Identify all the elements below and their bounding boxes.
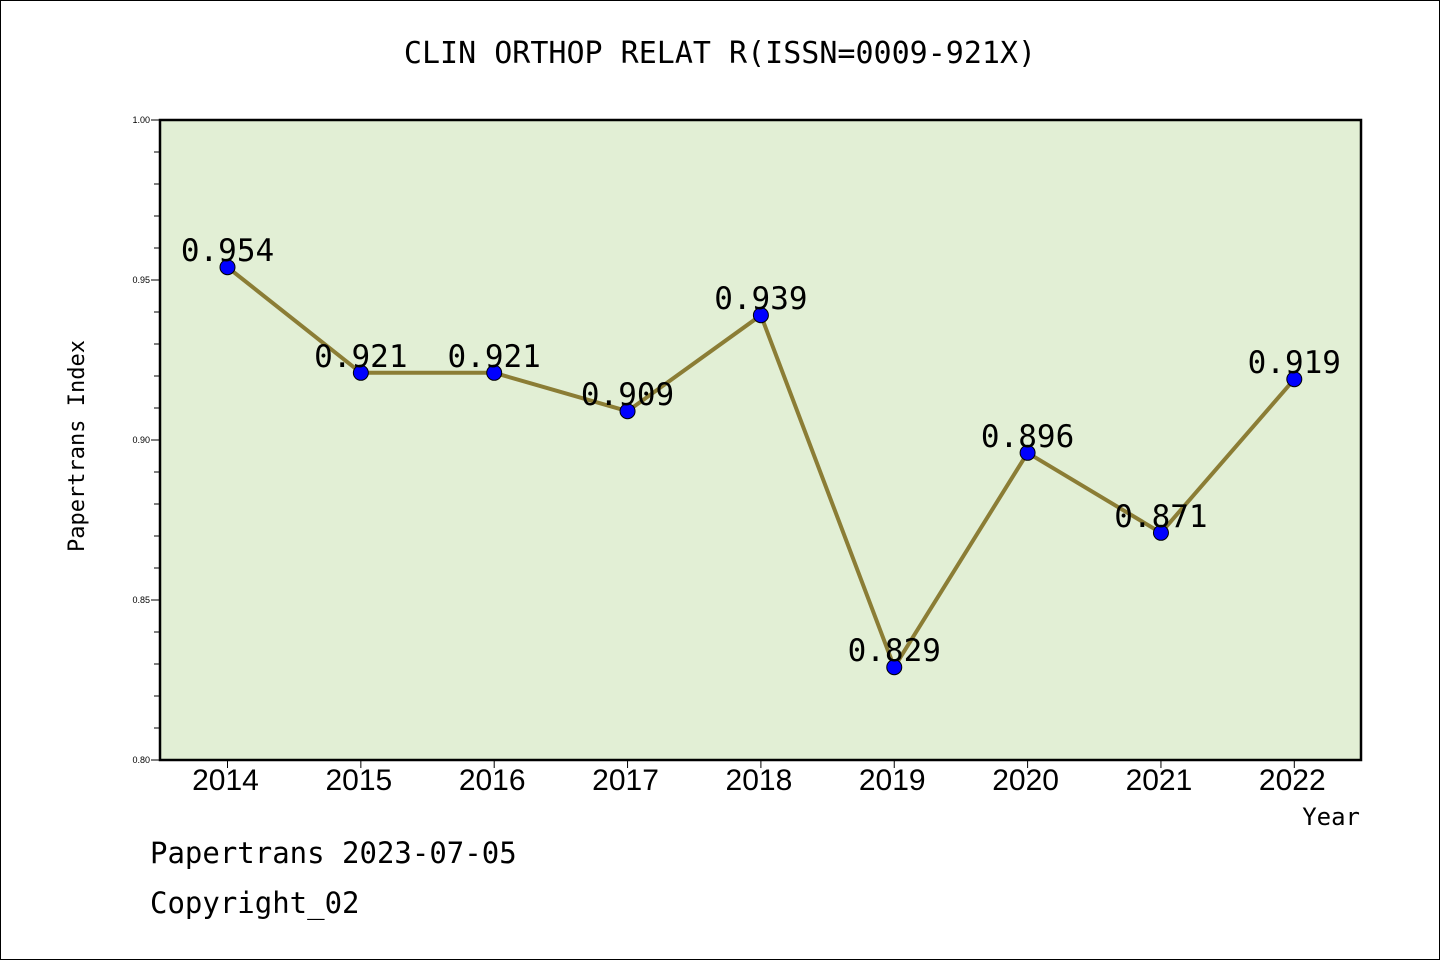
y-axis-label: Papertrans Index bbox=[65, 340, 90, 552]
x-tick-label: 2020 bbox=[992, 764, 1059, 797]
data-label: 0.829 bbox=[848, 633, 941, 669]
y-tick-label: 1.00 bbox=[132, 115, 150, 125]
data-label: 0.871 bbox=[1114, 499, 1207, 535]
plot-area bbox=[160, 120, 1361, 760]
x-tick-label: 2014 bbox=[192, 764, 259, 797]
data-point bbox=[619, 403, 636, 420]
x-tick-label: 2015 bbox=[325, 764, 392, 797]
x-tick-label: 2021 bbox=[1126, 764, 1193, 797]
plot-border bbox=[158, 118, 1363, 762]
footer-date: Papertrans 2023-07-05 bbox=[150, 836, 517, 870]
data-point bbox=[219, 259, 236, 276]
y-tick-label: 0.85 bbox=[132, 595, 150, 605]
x-axis: 2014 2015 2016 2017 2018 2019 2020 2021 2022 bbox=[192, 760, 1326, 797]
data-point bbox=[752, 307, 769, 324]
data-point bbox=[486, 364, 503, 381]
data-label: 0.909 bbox=[581, 377, 674, 413]
y-axis: 0.80 0.85 0.90 0.95 1.00 bbox=[132, 115, 160, 765]
x-axis-label: Year bbox=[1302, 803, 1360, 831]
footer-copyright: Copyright_02 bbox=[150, 886, 360, 920]
x-tick-label: 2022 bbox=[1259, 764, 1326, 797]
data-point bbox=[1019, 444, 1036, 461]
y-tick-label: 0.90 bbox=[132, 435, 150, 445]
x-tick-label: 2019 bbox=[859, 764, 926, 797]
data-label: 0.919 bbox=[1248, 345, 1341, 381]
chart-title: CLIN ORTHOP RELAT R(ISSN=0009-921X) bbox=[403, 36, 1037, 71]
data-point bbox=[1286, 371, 1303, 388]
data-point bbox=[1152, 524, 1169, 541]
y-tick-label: 0.80 bbox=[132, 755, 150, 765]
data-labels: 0.954 0.921 0.921 0.909 0.939 0.829 0.896 0.871… bbox=[181, 233, 1341, 669]
y-tick-label: 0.95 bbox=[132, 275, 150, 285]
data-label: 0.939 bbox=[714, 281, 807, 317]
data-label: 0.896 bbox=[981, 419, 1074, 455]
data-points bbox=[219, 259, 1303, 676]
x-tick-label: 2017 bbox=[592, 764, 659, 797]
data-point bbox=[886, 659, 903, 676]
data-label: 0.954 bbox=[181, 233, 274, 269]
data-label: 0.921 bbox=[314, 339, 407, 375]
data-label: 0.921 bbox=[448, 339, 541, 375]
x-tick-label: 2018 bbox=[726, 764, 793, 797]
x-tick-label: 2016 bbox=[459, 764, 526, 797]
data-point bbox=[352, 364, 369, 381]
